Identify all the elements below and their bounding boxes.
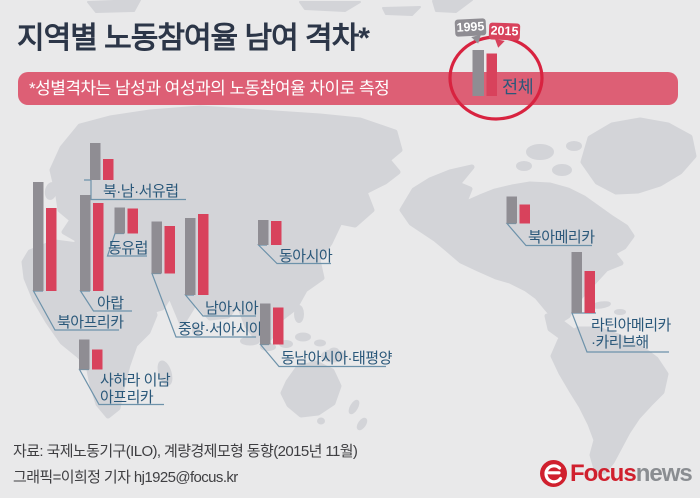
note-banner: *성별격차는 남성과 여성과의 노동참여율 차이로 측정 <box>18 72 678 105</box>
credit-text: 그래픽=이희정 기자 hj1925@focus.kr <box>13 469 238 486</box>
title-prefix: 지역별 <box>17 22 105 55</box>
title-emphasis: 노동참여율 남여 격차* <box>104 22 370 55</box>
page-title: 지역별 노동참여율 남여 격차* <box>17 13 370 57</box>
source-text: 자료: 국제노동기구(ILO), 계량경제모형 동향(2015년 11월) <box>13 443 358 460</box>
landmass-south-america <box>550 326 669 475</box>
note-banner-text: *성별격차는 남성과 여성과의 노동참여율 차이로 측정 <box>29 79 390 98</box>
logo-text-focus: Focus <box>570 459 637 487</box>
landmass-arctic <box>87 0 473 16</box>
landmass-north-america <box>399 117 697 347</box>
focusnews-icon <box>540 460 567 487</box>
logo-text-news: news <box>635 459 693 487</box>
focusnews-logo: Focus news <box>539 459 693 488</box>
legend-tag-1995: 1995 <box>454 18 487 37</box>
landmass-africa <box>21 239 173 419</box>
legend-tag-2015: 2015 <box>488 22 521 41</box>
